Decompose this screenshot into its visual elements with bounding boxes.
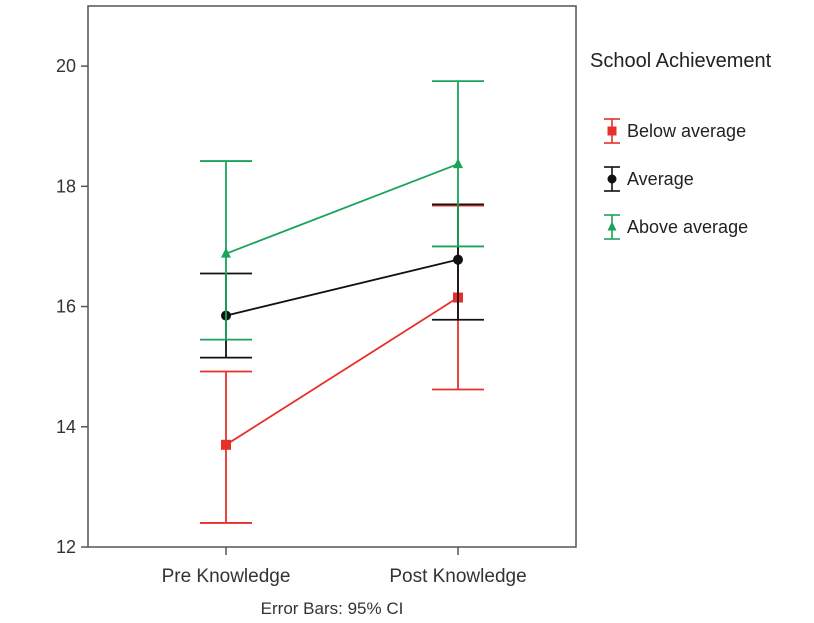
data-point-triangle (221, 247, 231, 258)
series-line (225, 163, 459, 255)
y-tick-label: 12 (56, 537, 76, 557)
data-point-triangle (607, 221, 617, 231)
data-point-triangle (453, 158, 463, 169)
legend-item: Above average (604, 214, 748, 240)
x-category-label: Pre Knowledge (162, 566, 291, 587)
legend-title: School Achievement (590, 50, 772, 72)
y-axis: 12 14 16 18 20 (56, 56, 88, 557)
legend-item: Average (604, 166, 694, 192)
series-line (225, 258, 459, 317)
y-tick-label: 14 (56, 417, 76, 437)
data-point-circle (453, 254, 463, 265)
legend-label: Above average (627, 217, 748, 237)
plot-frame (87, 5, 577, 548)
series-line (225, 296, 459, 446)
y-tick-label: 16 (56, 297, 76, 317)
series-above-average (200, 80, 484, 341)
data-point-square (221, 439, 231, 450)
x-axis: Pre Knowledge Post Knowledge (162, 547, 527, 587)
x-category-label: Post Knowledge (389, 566, 526, 587)
legend-label: Average (627, 169, 694, 189)
y-tick-label: 20 (56, 56, 76, 76)
y-tick-label: 18 (56, 176, 76, 196)
data-point-square (607, 126, 617, 136)
data-point-circle (607, 174, 617, 184)
footnote: Error Bars: 95% CI (261, 599, 404, 618)
legend: School Achievement Below average Average A… (590, 50, 772, 240)
series-below-average (200, 204, 484, 524)
series-average (200, 203, 484, 359)
legend-label: Below average (627, 121, 746, 141)
series-layer (200, 80, 484, 524)
legend-item: Below average (604, 118, 746, 144)
